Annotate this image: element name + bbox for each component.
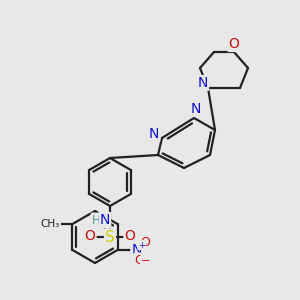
Text: +: + [138,241,145,250]
Text: N: N [198,76,208,90]
Text: N: N [191,102,201,116]
Text: O: O [124,229,135,243]
Text: N: N [100,213,110,227]
Text: O: O [85,229,95,243]
Text: O: O [141,236,151,248]
Text: −: − [141,256,150,266]
Text: N: N [149,127,159,141]
Text: S: S [105,230,115,244]
Text: O: O [229,37,239,51]
Text: H: H [92,214,100,226]
Text: CH₃: CH₃ [41,219,60,229]
Text: O: O [135,254,145,266]
Text: N: N [131,243,142,257]
